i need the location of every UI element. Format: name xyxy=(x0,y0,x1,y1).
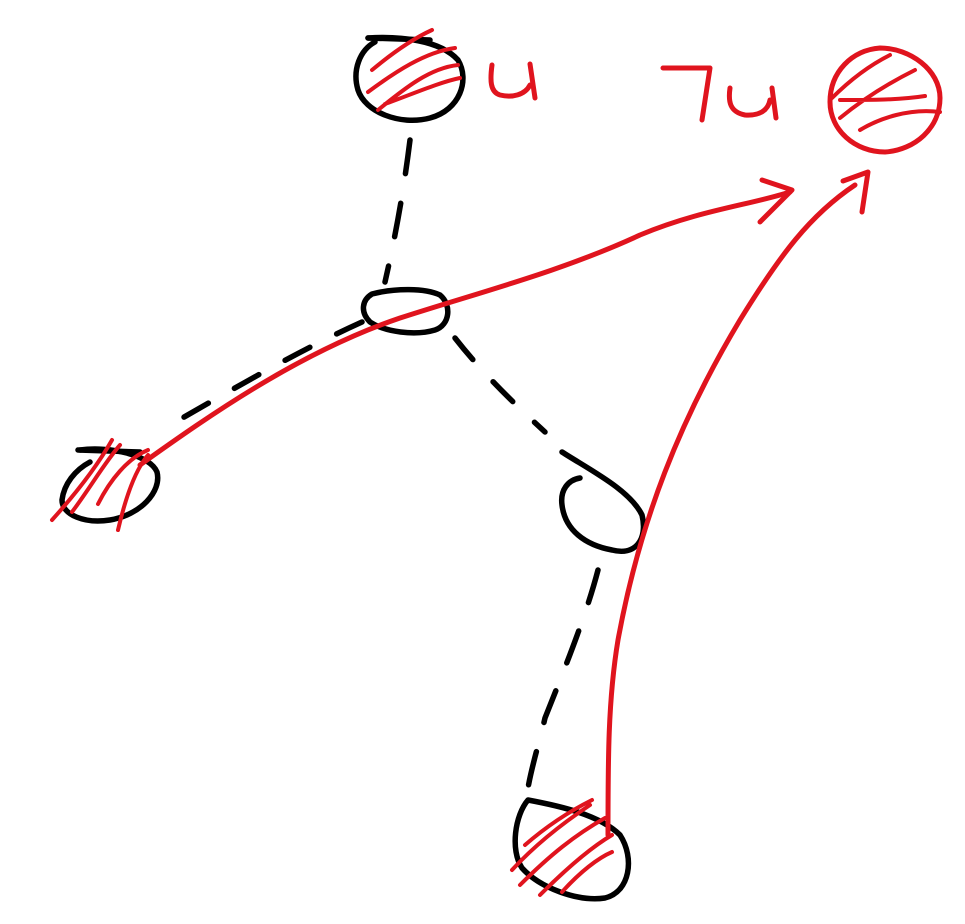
arrow-bottom-to-target xyxy=(605,182,858,838)
top-node-hatch xyxy=(366,28,462,112)
nodes xyxy=(59,34,647,902)
edge-center-to-right xyxy=(452,335,548,435)
left-node xyxy=(59,446,161,524)
right-node xyxy=(558,449,647,554)
label-target-node-glyph xyxy=(660,65,779,123)
hatching xyxy=(50,28,942,897)
arrows xyxy=(137,169,871,838)
left-node-hatch xyxy=(50,438,150,532)
left-node-outline xyxy=(59,446,161,524)
arrow-bottom-to-target-head xyxy=(840,169,871,215)
bottom-node-hatch xyxy=(510,798,614,897)
arrow-left-to-target xyxy=(137,189,793,468)
target-node-outline xyxy=(827,45,943,155)
bottom-node xyxy=(512,797,632,902)
bottom-node-outline xyxy=(512,797,632,902)
right-node-outline xyxy=(558,449,647,554)
target-node-hatch xyxy=(830,53,942,132)
arrow-left-to-target-head xyxy=(757,177,795,225)
center-node xyxy=(360,286,451,336)
label-target-node: ¬u xyxy=(664,117,666,119)
label-top-node: u xyxy=(494,95,495,97)
target-node xyxy=(827,45,943,155)
top-node xyxy=(353,34,466,124)
left-node-top-stroke xyxy=(75,447,143,455)
center-node-outline xyxy=(360,286,451,336)
edge-right-to-bottom xyxy=(525,567,601,791)
top-node-stroke-top xyxy=(365,35,433,43)
edges xyxy=(162,137,601,791)
top-node-outline xyxy=(353,34,466,124)
label-top-node-glyph xyxy=(488,61,538,101)
edge-top-to-center xyxy=(382,137,413,285)
edge-center-to-left xyxy=(162,319,365,431)
